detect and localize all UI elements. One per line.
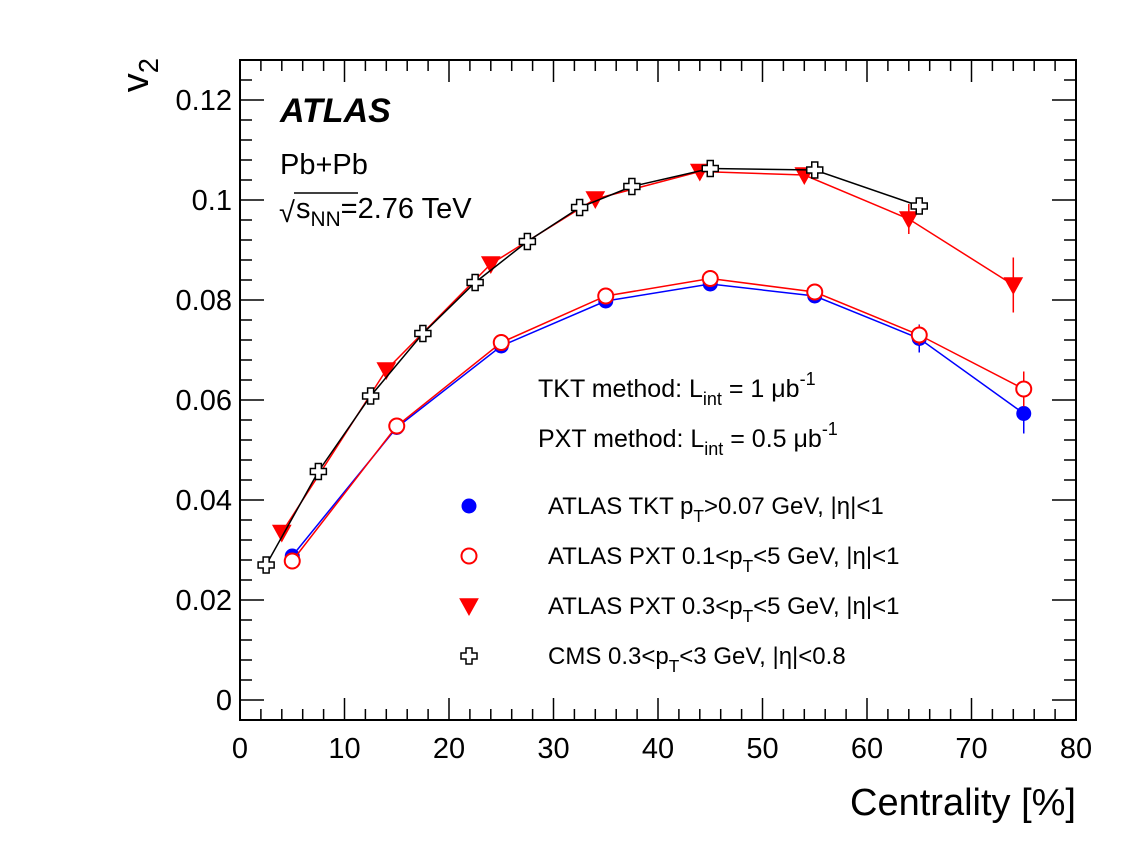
- y-tick-label: 0.06: [176, 385, 232, 417]
- axis-ticks: [239, 59, 1077, 721]
- legend-label-main: ATLAS PXT 0.3<p: [548, 593, 743, 620]
- experiment-label: ATLAS: [279, 92, 391, 130]
- x-tick-labels: 0 10 20 30 40 50 60 70 80: [232, 733, 1092, 765]
- legend-entry: ATLAS PXT 0.1<pT<5 GeV, |η|<1: [460, 543, 899, 576]
- x-tick-label: 40: [642, 733, 674, 765]
- energy-label: √ sNN=2.76 TeV: [279, 192, 472, 231]
- legend-label: ATLAS PXT 0.3<pT<5 GeV, |η|<1: [548, 593, 899, 626]
- x-tick-label: 50: [746, 733, 778, 765]
- legend-label-rest: <5 GeV, |η|<1: [753, 543, 899, 570]
- series-line: [291, 277, 1025, 562]
- x-tick-label: 70: [955, 733, 987, 765]
- data-point: [1003, 277, 1024, 296]
- legend-label-sub: T: [693, 506, 704, 526]
- x-tick-label: 20: [433, 733, 465, 765]
- y-axis-title: v2: [115, 58, 164, 92]
- pxt-sup: -1: [822, 419, 838, 439]
- data-point: [361, 387, 380, 405]
- legend-marker: [460, 547, 478, 565]
- legend-marker: [459, 598, 479, 617]
- legend-entry: ATLAS TKT pT>0.07 GeV, |η|<1: [461, 493, 884, 526]
- legend-marker: [460, 647, 478, 665]
- series-3: [257, 159, 928, 574]
- y-axis-title-main: v: [115, 73, 157, 92]
- data-point: [910, 197, 928, 215]
- x-axis-title: Centrality [%]: [850, 782, 1076, 824]
- energy-value: sNN=2.76 TeV: [296, 193, 472, 231]
- energy-number: =2.76 TeV: [341, 193, 473, 225]
- x-tick-label: 80: [1060, 733, 1092, 765]
- y-tick-label: 0.04: [176, 485, 232, 517]
- data-point: [466, 273, 484, 292]
- tkt-sup: -1: [800, 369, 816, 389]
- y-tick-label: 0.1: [192, 185, 232, 217]
- y-tick-label: 0: [216, 685, 232, 717]
- pxt-main: PXT method: L: [538, 425, 704, 453]
- data-point: [597, 287, 615, 305]
- data-point: [492, 334, 510, 351]
- series-line: [291, 283, 1025, 557]
- data-point: [1015, 380, 1033, 398]
- x-tick-label: 10: [328, 733, 360, 765]
- data-point: [806, 161, 824, 179]
- legend-label-main: CMS 0.3<p: [548, 643, 669, 670]
- legend-label-rest: <5 GeV, |η|<1: [753, 593, 899, 620]
- legend-entry: ATLAS PXT 0.3<pT<5 GeV, |η|<1: [459, 593, 899, 626]
- x-tick-label: 60: [851, 733, 883, 765]
- legend-label-main: ATLAS PXT 0.1<p: [548, 543, 743, 570]
- series-line: [281, 170, 1014, 533]
- legend-label: ATLAS PXT 0.1<pT<5 GeV, |η|<1: [548, 543, 899, 576]
- y-tick-labels: 0 0.02 0.04 0.06 0.08 0.1 0.12: [176, 85, 232, 717]
- legend-label: ATLAS TKT pT>0.07 GeV, |η|<1: [548, 493, 884, 526]
- data-point: [910, 326, 928, 344]
- pxt-sub: int: [704, 439, 723, 459]
- tkt-eq: = 1 μb: [722, 375, 800, 403]
- energy-sub: NN: [311, 208, 341, 231]
- data-point: [414, 324, 432, 343]
- data-point: [480, 256, 501, 275]
- data-point: [623, 177, 641, 196]
- y-tick-label: 0.08: [176, 285, 232, 317]
- y-tick-label: 0.12: [176, 85, 232, 117]
- x-tick-label: 0: [232, 733, 248, 765]
- tkt-sub: int: [703, 389, 722, 409]
- legend-marker: [461, 498, 477, 514]
- tkt-main: TKT method: L: [538, 375, 703, 403]
- x-tick-label: 30: [537, 733, 569, 765]
- legend-label-rest: >0.07 GeV, |η|<1: [704, 493, 884, 520]
- y-tick-label: 0.02: [176, 585, 232, 617]
- series-1: [283, 270, 1033, 570]
- system-label: Pb+Pb: [280, 149, 368, 181]
- data-point: [309, 462, 328, 481]
- series-2: [271, 163, 1024, 543]
- data-point: [283, 552, 301, 570]
- data-point: [518, 232, 537, 251]
- energy-s: s: [296, 193, 311, 225]
- legend-label: CMS 0.3<pT<3 GeV, |η|<0.8: [548, 643, 846, 676]
- series-layer: [257, 159, 1033, 574]
- energy-sqrt-sign: √: [279, 197, 295, 229]
- legend-label-sub: T: [669, 656, 680, 676]
- tkt-method-label: TKT method: Lint = 1 μb-1: [538, 369, 816, 409]
- y-axis-title-sub: 2: [133, 58, 164, 73]
- data-point: [898, 211, 919, 230]
- data-point: [388, 417, 406, 435]
- pxt-method-label: PXT method: Lint = 0.5 μb-1: [538, 419, 838, 459]
- data-point: [701, 270, 719, 287]
- legend-label-sub: T: [743, 556, 754, 576]
- legend-label-sub: T: [743, 606, 754, 626]
- data-point: [271, 524, 292, 543]
- data-point: [701, 159, 719, 178]
- pxt-eq: = 0.5 μb: [723, 425, 822, 453]
- data-point: [257, 556, 275, 574]
- data-point: [1016, 406, 1032, 421]
- data-point: [585, 191, 606, 210]
- legend-entry: CMS 0.3<pT<3 GeV, |η|<0.8: [460, 643, 846, 676]
- data-point: [570, 198, 589, 217]
- legend-label-rest: <3 GeV, |η|<0.8: [679, 643, 845, 670]
- data-point: [806, 283, 824, 301]
- legend-label-main: ATLAS TKT p: [548, 493, 693, 520]
